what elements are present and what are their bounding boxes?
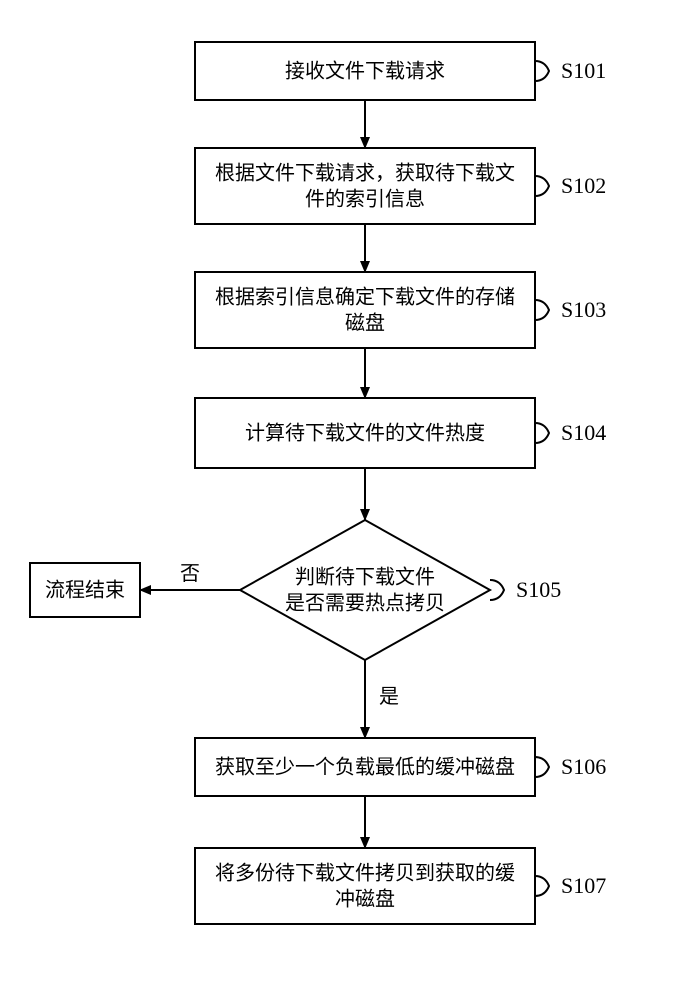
label-hook-icon <box>535 176 549 196</box>
node-text: 将多份待下载文件拷贝到获取的缓 <box>215 862 515 885</box>
edge-label: 否 <box>180 563 200 585</box>
label-hook-icon <box>535 757 549 777</box>
node-text: 流程结束 <box>45 579 125 602</box>
label-hook-icon <box>535 423 549 443</box>
label-hook-icon <box>535 61 549 81</box>
label-hook-icon <box>535 876 549 896</box>
node-text: 冲磁盘 <box>335 888 395 911</box>
node-text: 磁盘 <box>345 312 385 335</box>
step-label: S102 <box>561 173 606 198</box>
node-s102: 根据文件下载请求，获取待下载文件的索引信息 S102 <box>195 148 606 224</box>
step-label: S107 <box>561 873 606 898</box>
node-s104: 计算待下载文件的文件热度 S104 <box>195 398 606 468</box>
step-label: S101 <box>561 58 606 83</box>
node-text: 判断待下载文件 <box>295 566 435 589</box>
label-hook-icon <box>490 580 504 600</box>
node-s107: 将多份待下载文件拷贝到获取的缓冲磁盘 S107 <box>195 848 606 924</box>
node-end: 流程结束 <box>30 563 140 617</box>
step-label: S104 <box>561 420 606 445</box>
node-text: 计算待下载文件的文件热度 <box>245 422 485 445</box>
step-label: S106 <box>561 754 606 779</box>
edge-label: 是 <box>379 686 399 708</box>
node-text: 接收文件下载请求 <box>285 60 445 83</box>
node-text: 根据索引信息确定下载文件的存储 <box>215 286 515 309</box>
node-s101: 接收文件下载请求 S101 <box>195 42 606 100</box>
step-label: S103 <box>561 297 606 322</box>
flowchart-canvas: 否是接收文件下载请求S101根据文件下载请求，获取待下载文件的索引信息S102根… <box>0 0 693 1000</box>
node-s105: 判断待下载文件是否需要热点拷贝 S105 <box>240 520 561 660</box>
node-text: 是否需要热点拷贝 <box>285 592 445 615</box>
node-text: 件的索引信息 <box>305 188 425 211</box>
node-s103: 根据索引信息确定下载文件的存储磁盘 S103 <box>195 272 606 348</box>
label-hook-icon <box>535 300 549 320</box>
node-text: 获取至少一个负载最低的缓冲磁盘 <box>215 756 515 779</box>
node-s106: 获取至少一个负载最低的缓冲磁盘 S106 <box>195 738 606 796</box>
step-label: S105 <box>516 577 561 602</box>
node-text: 根据文件下载请求，获取待下载文 <box>215 162 515 185</box>
